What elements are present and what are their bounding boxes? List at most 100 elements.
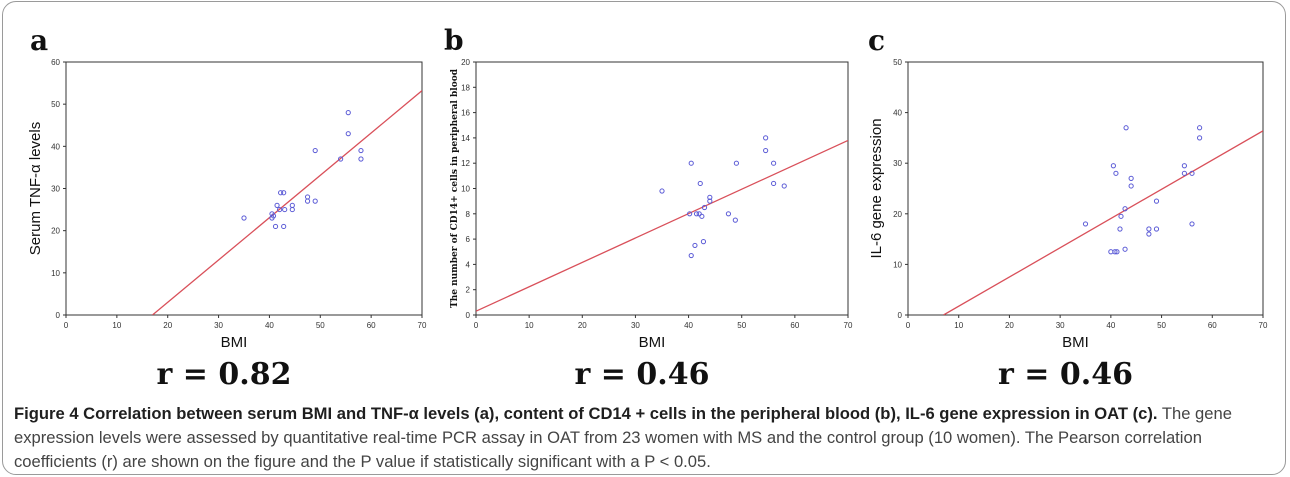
x-tick-label: 50 (1157, 321, 1166, 330)
data-point (692, 242, 698, 249)
data-point (693, 211, 700, 217)
x-tick-label: 30 (631, 321, 640, 330)
y-tick-label: 40 (51, 142, 60, 151)
x-tick-label: 30 (1056, 321, 1065, 330)
data-point (277, 206, 283, 213)
y-tick-label: 14 (461, 134, 470, 143)
data-point (1122, 246, 1128, 252)
x-tick-label: 50 (737, 321, 746, 330)
x-tick-label: 20 (163, 321, 172, 330)
figure-caption: Figure 4 Correlation between serum BMI a… (14, 402, 1276, 474)
x-tick-label: 70 (1259, 321, 1268, 330)
data-point (771, 180, 777, 187)
y-tick-label: 10 (51, 269, 60, 278)
y-tick-label: 20 (461, 58, 470, 67)
x-tick-label: 70 (418, 321, 427, 330)
panel-b: b 0 10 20 30 40 50 60 70 0 2 4 6 8 10 12 14 16 18 20 BMI The … (444, 24, 853, 392)
data-point (312, 147, 318, 154)
data-point (1189, 170, 1195, 176)
data-point (763, 147, 769, 154)
x-tick-label: 20 (1005, 321, 1014, 330)
data-point (763, 135, 769, 141)
y-axis-label: IL-6 gene expression (868, 118, 885, 258)
y-tick-label: 50 (893, 58, 902, 67)
x-tick-label: 0 (474, 321, 479, 330)
data-point (272, 223, 279, 230)
data-point (1128, 175, 1134, 181)
panel-label: c (868, 24, 885, 57)
data-point (1146, 231, 1152, 237)
x-tick-label: 10 (954, 321, 963, 330)
data-point (1117, 226, 1123, 232)
x-tick-label: 40 (1106, 321, 1115, 330)
y-tick-label: 10 (893, 260, 902, 269)
data-point (659, 188, 665, 194)
data-point (1082, 221, 1089, 227)
y-tick-label: 50 (51, 100, 60, 109)
caption-title: Figure 4 Correlation between serum BMI a… (14, 404, 1158, 423)
y-tick-label: 20 (893, 210, 902, 219)
x-axis-label: BMI (221, 334, 248, 351)
panel-a: a 0 10 20 30 40 50 60 70 0 10 20 30 40 50 60 BMI Serum TN… (27, 24, 427, 392)
y-tick-label: 0 (56, 311, 61, 320)
data-point (1110, 163, 1116, 169)
data-point (707, 194, 713, 200)
data-point (701, 204, 708, 211)
data-point (687, 211, 693, 217)
x-tick-label: 70 (844, 321, 853, 330)
data-point (699, 213, 705, 219)
data-point (1128, 183, 1134, 189)
data-point (1122, 206, 1128, 212)
regression-line (476, 139, 848, 312)
r-value-label: r = 0.46 (998, 357, 1133, 392)
regression-line (152, 90, 422, 315)
data-point (1123, 125, 1129, 131)
data-point (278, 190, 284, 196)
x-tick-label: 10 (112, 321, 121, 330)
y-tick-label: 30 (51, 185, 60, 194)
data-point (312, 198, 318, 204)
data-point (274, 202, 280, 208)
data-point (781, 183, 787, 189)
data-point (725, 211, 732, 217)
y-tick-label: 8 (466, 210, 471, 219)
data-point (358, 147, 364, 154)
y-tick-label: 40 (893, 109, 902, 118)
regression-line (943, 130, 1263, 315)
y-tick-label: 12 (461, 159, 470, 168)
data-point (1114, 249, 1120, 255)
data-point (1181, 170, 1187, 176)
y-tick-label: 0 (898, 311, 903, 320)
data-point (1118, 213, 1124, 219)
caption-body: The gene expression levels were assessed… (14, 404, 1232, 471)
x-tick-label: 40 (684, 321, 693, 330)
data-point (345, 110, 351, 116)
plot-area (65, 61, 423, 316)
x-tick-label: 30 (214, 321, 223, 330)
y-tick-label: 4 (466, 260, 471, 269)
data-point (1146, 226, 1152, 232)
data-point (241, 215, 247, 221)
y-tick-label: 20 (51, 227, 60, 236)
y-axis-label: Serum TNF-α levels (27, 122, 44, 255)
x-tick-label: 20 (578, 321, 587, 330)
data-point (700, 239, 707, 245)
data-point (771, 160, 777, 166)
data-point (338, 156, 344, 162)
data-point (1181, 163, 1187, 169)
data-point (733, 160, 740, 166)
data-point (1153, 226, 1160, 232)
x-tick-label: 50 (316, 321, 325, 330)
data-point (1112, 249, 1118, 255)
data-point (304, 194, 311, 200)
y-tick-label: 16 (461, 109, 470, 118)
x-axis-label: BMI (639, 334, 666, 351)
y-tick-label: 10 (461, 185, 470, 194)
x-tick-label: 40 (265, 321, 274, 330)
y-tick-label: 60 (51, 58, 60, 67)
x-tick-label: 60 (1208, 321, 1217, 330)
data-point (282, 206, 288, 213)
data-point (281, 223, 287, 230)
data-point (1153, 198, 1160, 204)
